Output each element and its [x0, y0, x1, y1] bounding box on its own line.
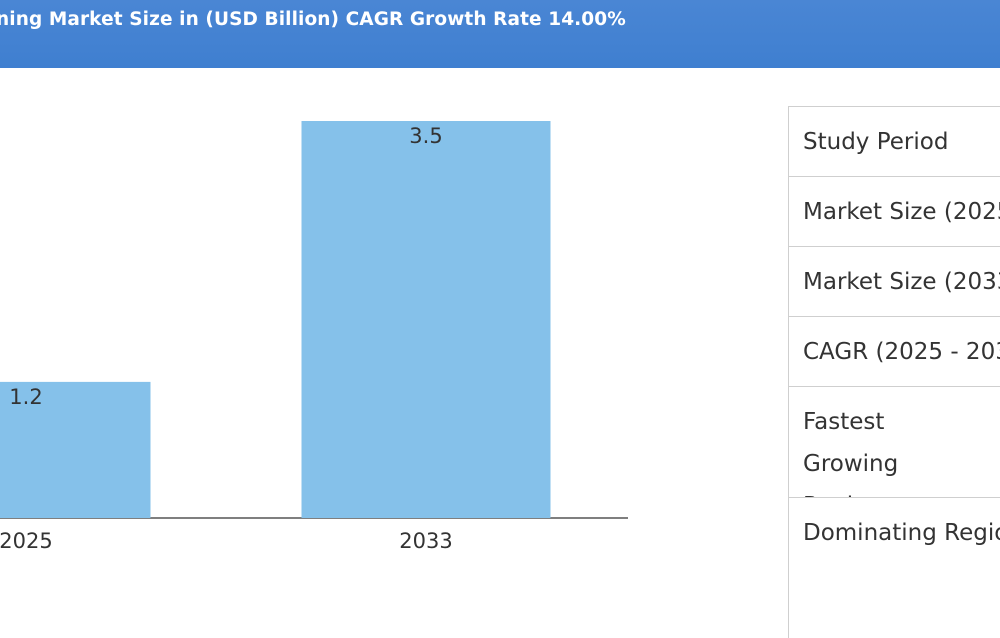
row-market-size-2033: Market Size (2033 [789, 247, 1000, 317]
x-tick-label-2033: 2033 [399, 529, 452, 553]
row-dominating-region: Dominating Regio [803, 520, 1000, 546]
row-market-size-2025: Market Size (2025 [789, 177, 1000, 247]
bar-2025 [0, 381, 151, 518]
row-study-period: Study Period [789, 107, 1000, 177]
data-label-2025: 1.2 [9, 385, 42, 409]
chart-title: ning Market Size in (USD Billion) CAGR G… [0, 9, 626, 30]
bar-chart: 1.2 2025 3.5 2033 [0, 121, 628, 553]
row-cagr: CAGR (2025 - 203 [789, 317, 1000, 387]
row-fastest-growing-region: Fastest Growing Region [789, 387, 1000, 498]
header-banner: ning Market Size in (USD Billion) CAGR G… [0, 0, 1000, 68]
market-info-table: Study Period Market Size (2025 Market Si… [788, 106, 1000, 638]
data-label-2033: 3.5 [409, 124, 442, 148]
x-tick-label-2025: 2025 [0, 529, 53, 553]
bar-2033 [301, 121, 551, 518]
